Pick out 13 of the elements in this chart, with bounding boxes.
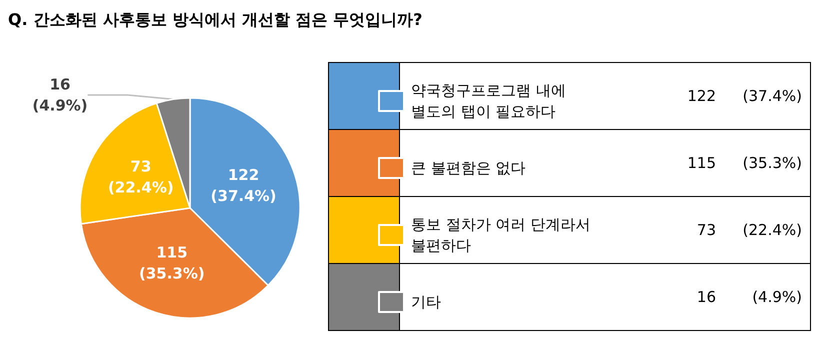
text: 73 (22.4%) [696, 221, 802, 239]
data-label: 73 (22.4%) [108, 158, 174, 197]
data-label: 115 (35.3%) [138, 244, 205, 283]
legend-label: 통보 절차가 여러 단계라서 불편하다 [411, 216, 590, 254]
legend-label: 큰 불편함은 없다 [411, 159, 526, 177]
text: 115 (35.3%) [687, 154, 802, 172]
text: 16 (4.9%) [696, 288, 802, 306]
data-label: 122 (37.4%) [210, 166, 276, 206]
text: 122 (37.4%) [687, 87, 802, 105]
data-label: 16 (4.9%) [32, 76, 88, 114]
legend-label: 약국청구프로그램 내에 별도의 탭이 필요하다 [411, 82, 566, 120]
chart-title: Q. 간소화된 사후통보 방식에서 개선할 점은 무엇입니까? [8, 10, 422, 31]
legend-label: 기타 [411, 293, 441, 311]
